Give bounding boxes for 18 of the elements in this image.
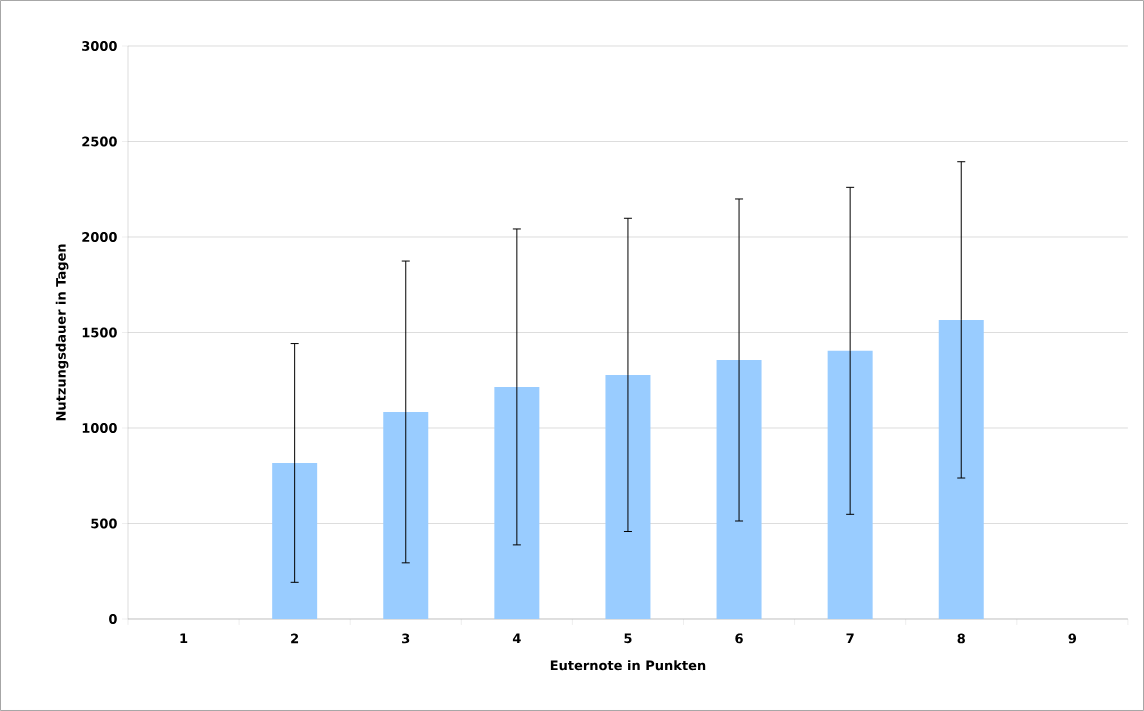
y-tick-label: 500 [91,518,117,529]
y-tick-label: 3000 [82,41,117,51]
x-tick-label: 6 [735,633,743,644]
x-tick-label: 4 [512,633,521,643]
y-tick-label: 1500 [82,327,117,338]
x-tick-label: 7 [846,633,854,643]
y-tick-label: 2000 [82,232,117,242]
x-axis-title: Euternote in Punkten [550,660,706,671]
x-tick-label: 8 [957,633,965,644]
x-tick-label: 5 [624,633,632,644]
x-tick-label: 3 [402,633,410,644]
y-tick-label: 0 [109,614,117,624]
x-tick-label: 1 [180,633,188,643]
y-tick-label: 2500 [82,136,117,147]
y-tick-label: 1000 [82,423,117,433]
y-axis-title: Nutzungsdauer in Tagen [55,244,69,421]
x-tick-label: 9 [1068,633,1077,644]
x-tick-label: 2 [291,633,299,644]
